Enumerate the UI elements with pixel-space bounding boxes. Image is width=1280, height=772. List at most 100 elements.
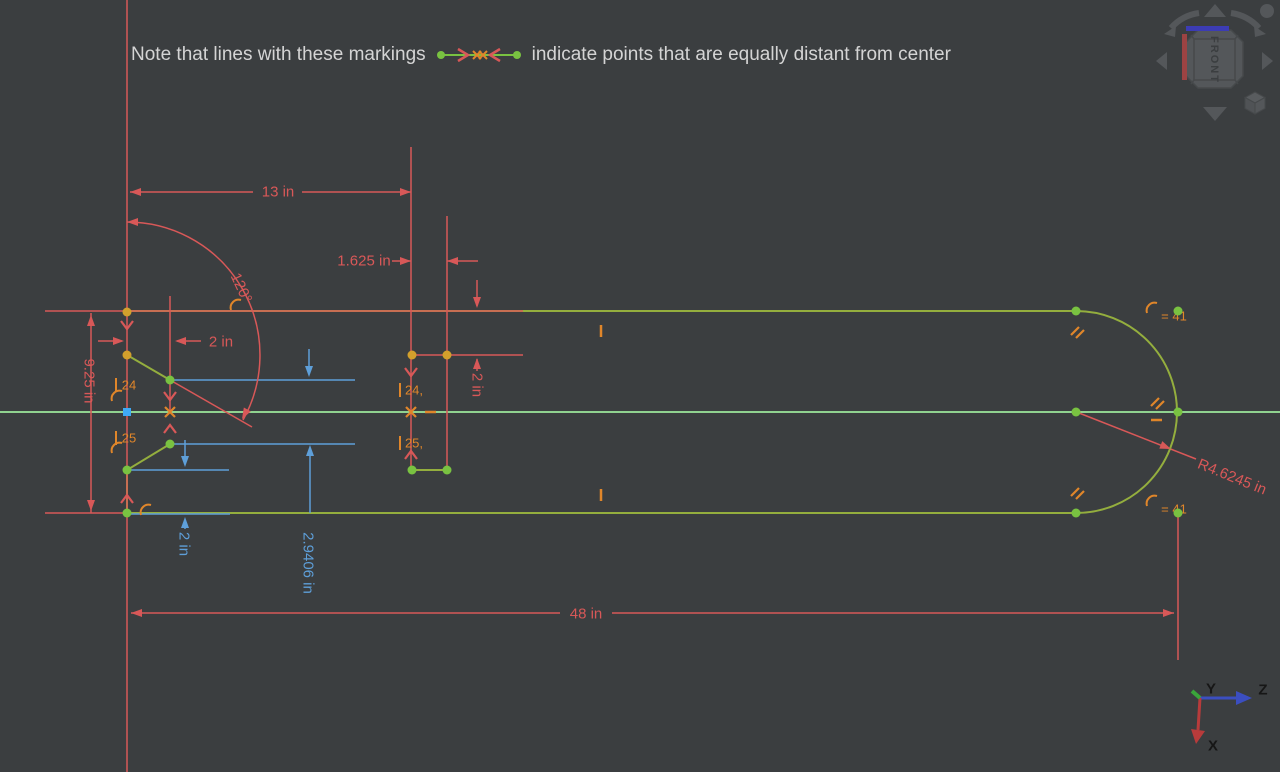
tangent-constraint-glyph xyxy=(1070,487,1085,500)
arc-constraint-glyph xyxy=(139,503,152,516)
equal-distance-chevron xyxy=(404,449,418,460)
viewcube-rotate-cw-arrow[interactable] xyxy=(1230,10,1262,31)
viewcube-rotate-cw-arrowhead[interactable] xyxy=(1254,26,1266,37)
sketch-point[interactable] xyxy=(1071,407,1081,417)
viewcube-arrow-left[interactable] xyxy=(1156,52,1167,70)
note-text-prefix: Note that lines with these markings xyxy=(131,44,426,65)
dimension-label[interactable]: 2 in xyxy=(469,373,486,397)
sketch-line-notch-upper[interactable] xyxy=(126,354,171,381)
dimension-arrowhead xyxy=(400,257,411,265)
viewcube-arrow-right[interactable] xyxy=(1262,52,1273,70)
viewcube-rotate-ccw-arrowhead[interactable] xyxy=(1164,26,1176,37)
icon-endpoint-left xyxy=(436,51,445,59)
arc-constraint-glyph xyxy=(1145,494,1158,507)
viewcube-arrow-down[interactable] xyxy=(1203,107,1227,121)
sketch-line-notch-lower[interactable] xyxy=(126,443,171,471)
sketch-point[interactable] xyxy=(122,307,132,317)
dimension-arrowhead xyxy=(305,366,313,377)
icon-chevron-right xyxy=(456,47,471,63)
dimension-label[interactable]: 25 xyxy=(122,431,136,446)
triad-x-axis xyxy=(1196,697,1202,731)
equal-distance-chevron xyxy=(163,423,177,434)
icon-center-cross xyxy=(471,50,488,60)
arc-constraint-glyph xyxy=(1145,301,1158,314)
dimension-label[interactable]: 1.625 in xyxy=(337,253,390,270)
viewcube-face-label: FRONT xyxy=(1208,36,1220,84)
viewcube-iso-cube-button[interactable] xyxy=(1243,91,1267,115)
sketch-point[interactable] xyxy=(122,508,132,518)
equal-distance-chevron xyxy=(120,320,134,331)
sketch-point[interactable] xyxy=(407,350,417,360)
sketch-point[interactable] xyxy=(1173,306,1183,316)
equal-distance-chevron xyxy=(120,493,134,504)
center-point-cross xyxy=(405,406,417,418)
arc-constraint-glyph xyxy=(110,441,123,454)
dimension-label[interactable]: 25, xyxy=(405,436,423,451)
sketch-origin-point[interactable] xyxy=(123,408,131,416)
viewcube-home-button[interactable] xyxy=(1260,4,1274,18)
dimension-extension-line xyxy=(169,379,253,428)
tangent-constraint-glyph xyxy=(1150,397,1165,410)
icon-endpoint-right xyxy=(512,51,521,59)
note-text-suffix: indicate points that are equally distant… xyxy=(531,44,951,65)
sketch-point[interactable] xyxy=(1173,508,1183,518)
dimension-arrowhead xyxy=(242,407,251,419)
triad-z-label: Z xyxy=(1258,682,1267,699)
triad-z-arrowhead xyxy=(1236,691,1252,705)
dimension-label[interactable]: 13 in xyxy=(262,184,295,201)
sketch-point[interactable] xyxy=(165,375,175,385)
dimension-line xyxy=(1078,412,1197,460)
dimension-label[interactable]: 9.25 in xyxy=(81,358,98,403)
viewcube-x-edge-highlight xyxy=(1182,34,1187,80)
arc-constraint-glyph xyxy=(110,389,123,402)
sketch-point[interactable] xyxy=(165,439,175,449)
axis-triad: Y Z X xyxy=(1190,681,1268,755)
angle-dimension-arc xyxy=(126,221,261,421)
sketch-point[interactable] xyxy=(122,350,132,360)
dimension-label[interactable]: 48 in xyxy=(570,606,603,623)
sketch-point[interactable] xyxy=(122,465,132,475)
icon-chevron-left xyxy=(487,47,501,63)
symmetry-marking-icon xyxy=(436,47,521,63)
sketch-point[interactable] xyxy=(442,465,452,475)
arc-constraint-glyph xyxy=(229,298,242,311)
sketch-point[interactable] xyxy=(1071,508,1081,518)
dimension-label[interactable]: 24 xyxy=(122,378,136,393)
dimension-arrowhead xyxy=(1159,441,1171,449)
dimension-arrowhead xyxy=(127,218,138,226)
center-point-cross xyxy=(164,406,176,418)
sketch-point[interactable] xyxy=(1173,407,1183,417)
dimension-arrowhead xyxy=(87,315,95,326)
triad-x-arrowhead xyxy=(1191,729,1205,744)
equal-distance-chevron xyxy=(404,367,418,378)
tangent-constraint-glyph xyxy=(1070,326,1085,339)
viewcube-face-inner-border xyxy=(1193,38,1236,81)
triad-y-axis xyxy=(1190,689,1202,700)
equal-distance-chevron xyxy=(163,391,177,402)
sketch-point[interactable] xyxy=(407,465,417,475)
dimension-label[interactable]: 24, xyxy=(405,383,423,398)
sketch-point[interactable] xyxy=(442,350,452,360)
dimension-arrowhead xyxy=(175,337,186,345)
dimension-label[interactable]: 120° xyxy=(227,270,256,305)
dimension-label[interactable]: 2.9406 in xyxy=(300,532,317,594)
dimension-arrowhead xyxy=(473,297,481,308)
viewcube-rotate-ccw-arrow[interactable] xyxy=(1168,10,1200,31)
dimension-arrowhead xyxy=(181,517,189,528)
dimension-arrowhead xyxy=(473,358,481,369)
viewcube-z-edge-highlight xyxy=(1186,26,1229,31)
dimension-arrowhead xyxy=(447,257,458,265)
viewcube-arrow-up[interactable] xyxy=(1204,4,1226,17)
dimension-label[interactable]: R4.6245 in xyxy=(1195,456,1269,499)
view-cube[interactable]: FRONT xyxy=(1150,0,1280,125)
sketch-point[interactable] xyxy=(1071,306,1081,316)
dimension-arrowhead xyxy=(131,609,142,617)
triad-y-label: Y xyxy=(1206,681,1216,698)
dimension-label[interactable]: 2 in xyxy=(176,532,193,556)
dimension-arrowhead xyxy=(181,456,189,467)
dimension-label[interactable]: 2 in xyxy=(209,334,233,351)
dimension-arrowhead xyxy=(130,188,141,196)
dimension-arrowhead xyxy=(113,337,124,345)
